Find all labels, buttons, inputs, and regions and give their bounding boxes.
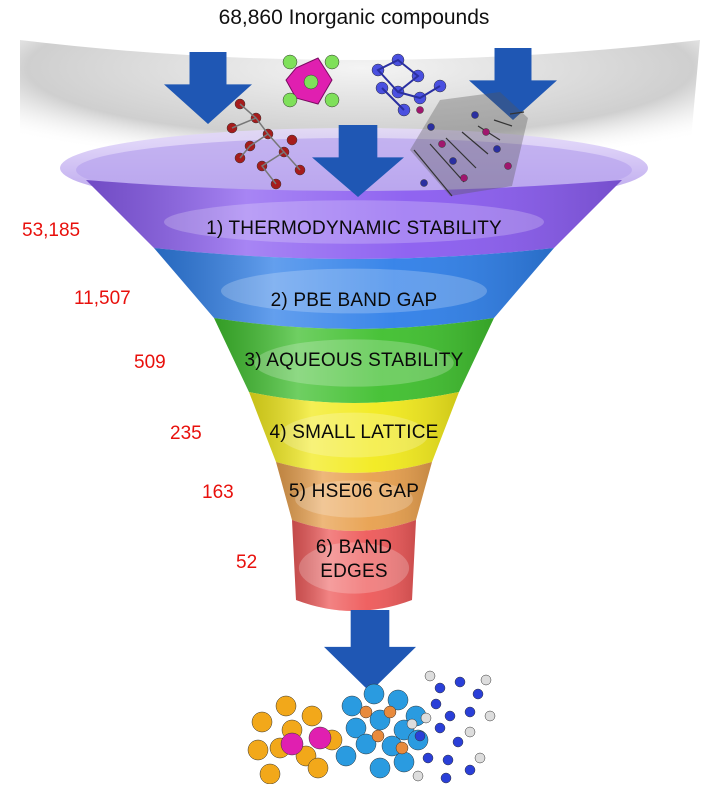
crystal-structure-icon — [410, 92, 528, 197]
funnel-band-1 — [86, 180, 622, 259]
funnel-band-3 — [214, 318, 494, 403]
crystal-structure-icon — [226, 98, 306, 190]
crystal-structure-icon — [282, 54, 340, 108]
stage-label-5: 5) HSE06 GAP — [288, 481, 420, 502]
diagram-title: 68,860 Inorganic compounds — [218, 6, 490, 29]
stage-label-1: 1) THERMODYNAMIC STABILITY — [206, 218, 502, 239]
stage-label-3: 3) AQUEOUS STABILITY — [244, 350, 464, 371]
stage-count-6: 52 — [236, 552, 258, 573]
stage-count-2: 11,507 — [74, 288, 131, 309]
arrow-down-icon — [164, 52, 252, 124]
candidate-structure-icon — [247, 695, 343, 785]
stage-count-4: 235 — [170, 423, 202, 444]
funnel-band-5 — [276, 462, 432, 531]
arrow-down-icon — [312, 125, 404, 197]
funnel-band-6 — [292, 520, 416, 611]
crystal-structure-icon — [371, 53, 447, 117]
arrow-down-icon — [469, 48, 557, 120]
funnel-band-2 — [154, 248, 554, 329]
arrow-down-icon — [324, 610, 416, 692]
stage-count-3: 509 — [134, 352, 166, 373]
stage-label-6: 6) BAND EDGES — [315, 537, 393, 582]
stage-count-1: 53,185 — [22, 220, 81, 241]
stage-count-5: 163 — [202, 482, 234, 503]
stage-label-2: 2) PBE BAND GAP — [270, 290, 438, 311]
candidate-structure-icon — [335, 683, 429, 779]
funnel-band-4 — [249, 392, 459, 473]
stage-label-4: 4) SMALL LATTICE — [269, 422, 439, 443]
candidate-structure-icon — [406, 670, 496, 784]
